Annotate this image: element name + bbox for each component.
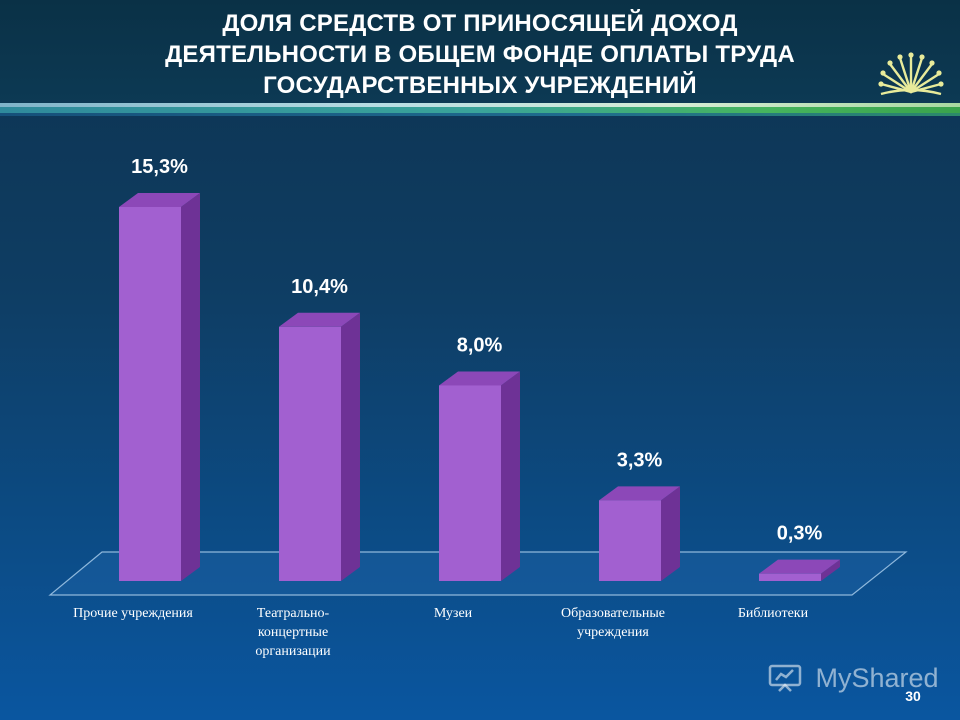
data-label: 10,4%	[291, 276, 348, 298]
bar	[119, 193, 200, 581]
category-label: Образовательные учреждения	[561, 606, 665, 640]
bar-top	[279, 312, 360, 327]
watermark: MyShared	[768, 656, 939, 696]
presentation-board-icon	[768, 664, 802, 692]
bar-front	[439, 385, 501, 581]
bar-side	[341, 312, 360, 581]
bar-top	[759, 559, 840, 574]
header-stripe	[0, 107, 960, 113]
bar-side	[181, 193, 200, 581]
bar-top	[119, 193, 200, 207]
data-label: 8,0%	[457, 334, 503, 356]
header-band	[0, 0, 960, 112]
bar-top	[599, 486, 680, 501]
chart-title: ДОЛЯ СРЕДСТВ ОТ ПРИНОСЯЩЕЙ ДОХОД ДЕЯТЕЛЬ…	[120, 8, 840, 101]
category-label: Музеи	[433, 606, 473, 621]
chart-title-line: ДЕЯТЕЛЬНОСТИ В ОБЩЕМ ФОНДЕ ОПЛАТЫ ТРУДА	[165, 41, 795, 68]
page-number: 30	[905, 688, 921, 704]
bar-front	[279, 326, 341, 581]
bar-side	[821, 559, 840, 581]
bar-front	[119, 207, 181, 581]
bar-top	[439, 371, 520, 386]
data-label: 3,3%	[617, 449, 663, 471]
header-stripe	[0, 103, 960, 107]
category-label: Прочие учреждения	[73, 606, 193, 621]
chart-title-line: ГОСУДАРСТВЕННЫХ УЧРЕЖДЕНИЙ	[263, 72, 697, 99]
bar	[599, 486, 680, 581]
bar-side	[501, 371, 520, 581]
bar	[759, 559, 840, 581]
category-label: Библиотеки	[737, 606, 809, 621]
bar-side	[661, 486, 680, 581]
bar	[279, 312, 360, 581]
bar-front	[759, 573, 821, 581]
bar-front	[599, 500, 661, 581]
kurai-flower-emblem-icon	[878, 52, 944, 96]
header-stripe	[0, 113, 960, 116]
data-label: 0,3%	[777, 523, 823, 545]
bar	[439, 371, 520, 581]
data-label: 15,3%	[131, 156, 188, 178]
category-label: Театрально- концертные организации	[255, 606, 331, 659]
watermark-text: MyShared	[815, 662, 939, 693]
chart-title-line: ДОЛЯ СРЕДСТВ ОТ ПРИНОСЯЩЕЙ ДОХОД	[222, 10, 738, 37]
